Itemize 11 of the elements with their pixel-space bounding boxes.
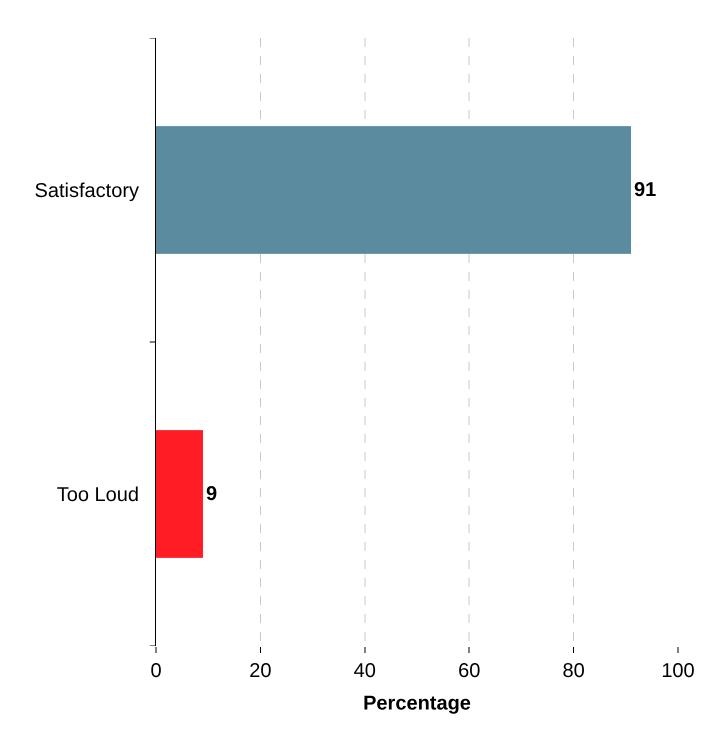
x-axis-title: Percentage [363, 692, 471, 714]
y-tick-label: Satisfactory [34, 180, 139, 202]
data-label: 91 [634, 179, 656, 201]
x-tick-label: 100 [661, 660, 695, 682]
x-tick-label: 20 [249, 660, 272, 682]
x-tick-label: 80 [562, 660, 585, 682]
x-tick-label: 40 [354, 660, 376, 682]
x-tick-label: 60 [458, 660, 480, 682]
data-label: 9 [206, 483, 218, 505]
x-tick-label: 0 [150, 660, 162, 682]
y-tick-label: Too Loud [56, 484, 139, 506]
